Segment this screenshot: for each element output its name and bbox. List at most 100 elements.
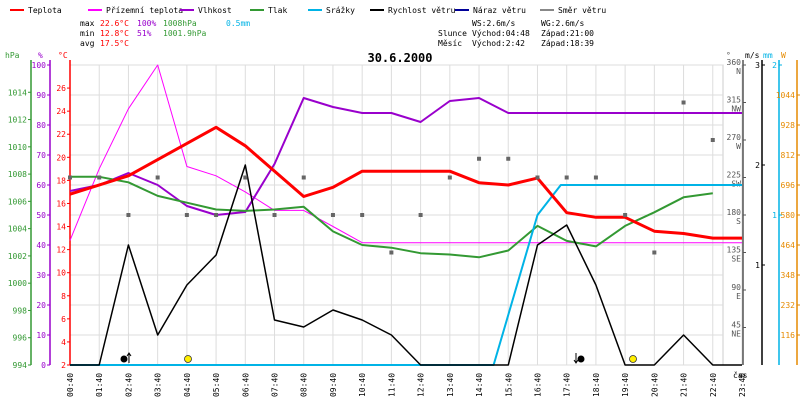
axis-degc-tick-label: 20 — [56, 153, 66, 162]
legend-label: Směr větru — [558, 6, 606, 15]
axis-deg-tick-label: 90 — [731, 283, 741, 292]
wind-direction-point — [184, 213, 189, 217]
wind-direction-point — [593, 175, 598, 180]
legend-label: Teplota — [28, 6, 62, 15]
axis-hpa-tick-label: 1010 — [8, 143, 27, 152]
axis-pct-tick-label: 60 — [36, 181, 46, 190]
axis-deg-tick-label: 180 — [727, 208, 742, 217]
wind-wg: WG:2.6m/s — [541, 19, 585, 28]
axis-pct-tick-label: 10 — [36, 331, 46, 340]
astro-markers — [120, 352, 637, 364]
axis-deg-tick-label: 135 — [727, 246, 742, 255]
axis-wm2-tick-label: 812 — [781, 151, 796, 160]
legend-label: Náraz větru — [473, 6, 526, 15]
moon-set: Západ:18:39 — [541, 39, 594, 48]
x-tick-label: 14:40 — [475, 373, 484, 397]
x-tick-label: 22:40 — [709, 373, 718, 397]
x-tick-label: 09:40 — [329, 373, 338, 397]
axis-hpa-tick-label: 1004 — [8, 225, 27, 234]
axis-pct-tick-label: 20 — [36, 301, 46, 310]
x-tick-label: 17:40 — [563, 373, 572, 397]
stats-min-press: 1001.9hPa — [163, 29, 207, 38]
x-tick-label: 05:40 — [212, 373, 221, 397]
x-tick-label: 12:40 — [417, 373, 426, 397]
axis-pct-tick-label: 80 — [36, 121, 46, 130]
axis-unit-hpa: hPa — [5, 51, 20, 60]
legend-label: Přízemní teplota — [106, 6, 183, 15]
x-tick-label: 18:40 — [592, 373, 601, 397]
axis-deg-dir-label: S — [736, 217, 741, 226]
x-tick-label: 03:40 — [154, 373, 163, 397]
axis-pct-tick-label: 30 — [36, 271, 46, 280]
wind-direction-point — [447, 175, 452, 180]
wind-direction-point — [506, 156, 511, 161]
axis-hpa-tick-label: 1012 — [8, 116, 27, 125]
axis-degc-tick-label: 26 — [56, 84, 66, 93]
wind-direction-point — [418, 213, 423, 217]
axis-pct-tick-label: 90 — [36, 91, 46, 100]
chart-title: 30.6.2000 — [367, 51, 432, 65]
axis-unit-ms: m/s — [745, 51, 760, 60]
axis-hpa-tick-label: 1014 — [8, 88, 27, 97]
x-tick-label: 07:40 — [271, 373, 280, 397]
moonset-arrow-icon — [573, 353, 579, 364]
axis-wm2-tick-label: 928 — [781, 121, 796, 130]
wind-direction-point — [155, 175, 160, 180]
axis-degc-tick-label: 4 — [61, 338, 66, 347]
x-tick-label: 20:40 — [650, 373, 659, 397]
axis-wm2-tick-label: 116 — [781, 331, 796, 340]
wind-direction-point — [681, 100, 686, 105]
stats-min-label: min — [80, 29, 95, 38]
wind-direction-point — [68, 175, 72, 180]
wind-direction-point — [710, 138, 715, 142]
axis-wm2-tick-label: 464 — [781, 241, 796, 250]
moon-rise: Východ:2:42 — [472, 39, 525, 48]
stats-max-rain: 0.5mm — [226, 19, 250, 28]
stats-min-temp: 12.8°C — [100, 29, 129, 38]
axis-pct-tick-label: 40 — [36, 241, 46, 250]
sun-label: Slunce — [438, 29, 467, 38]
series-tlak — [70, 175, 713, 259]
wind-direction-point — [564, 175, 569, 180]
stats-max-hum: 100% — [137, 19, 156, 28]
axis-deg-dir-label: NE — [731, 330, 741, 339]
series-rychlost-větru — [70, 164, 742, 366]
axis-hpa-tick-label: 996 — [13, 334, 28, 343]
x-tick-label: 11:40 — [387, 373, 396, 397]
axis-deg-dir-label: W — [736, 142, 741, 151]
wind-direction-point — [360, 213, 365, 217]
stats-min-hum: 51% — [137, 29, 152, 38]
wind-direction-point — [623, 213, 628, 217]
axis-deg-dir-label: E — [736, 292, 741, 301]
x-tick-label: 04:40 — [183, 373, 192, 397]
axis-degc-tick-label: 6 — [61, 315, 66, 324]
sunrise-icon — [184, 355, 192, 363]
axis-wm2-tick-label: 348 — [781, 271, 796, 280]
axis-unit-mm: mm — [763, 51, 773, 60]
axis-deg-dir-label: NW — [731, 105, 741, 114]
sun-set: Západ:21:00 — [541, 29, 594, 38]
axis-wm2-tick-label: 232 — [781, 301, 796, 310]
x-tick-label: 08:40 — [300, 373, 309, 397]
axis-pct-tick-label: 50 — [36, 211, 46, 220]
axis-pct-tick-label: 70 — [36, 151, 46, 160]
wind-direction-point — [272, 213, 277, 217]
axis-degc-tick-label: 2 — [61, 361, 66, 370]
stats-max-label: max — [80, 19, 95, 28]
axis-hpa-tick-label: 1002 — [8, 252, 27, 261]
wind-ws: WS:2.6m/s — [472, 19, 516, 28]
x-tick-label: 13:40 — [446, 373, 455, 397]
axis-wm2-tick-label: 1044 — [776, 91, 795, 100]
moon-label: Měsíc — [438, 39, 462, 48]
wind-direction-point — [535, 175, 540, 180]
axis-deg-tick-label: 270 — [727, 133, 742, 142]
wind-direction-point — [389, 250, 394, 255]
axis-degc-tick-label: 16 — [56, 199, 66, 208]
axis-wm2-tick-label: 580 — [781, 211, 796, 220]
x-tick-label: 21:40 — [680, 373, 689, 397]
axis-hpa-tick-label: 1006 — [8, 197, 27, 206]
series-teplota — [69, 125, 742, 240]
wind-direction-point — [97, 175, 102, 180]
axis-ms-tick-label: 1 — [755, 261, 760, 270]
axis-hpa-tick-label: 998 — [13, 306, 28, 315]
